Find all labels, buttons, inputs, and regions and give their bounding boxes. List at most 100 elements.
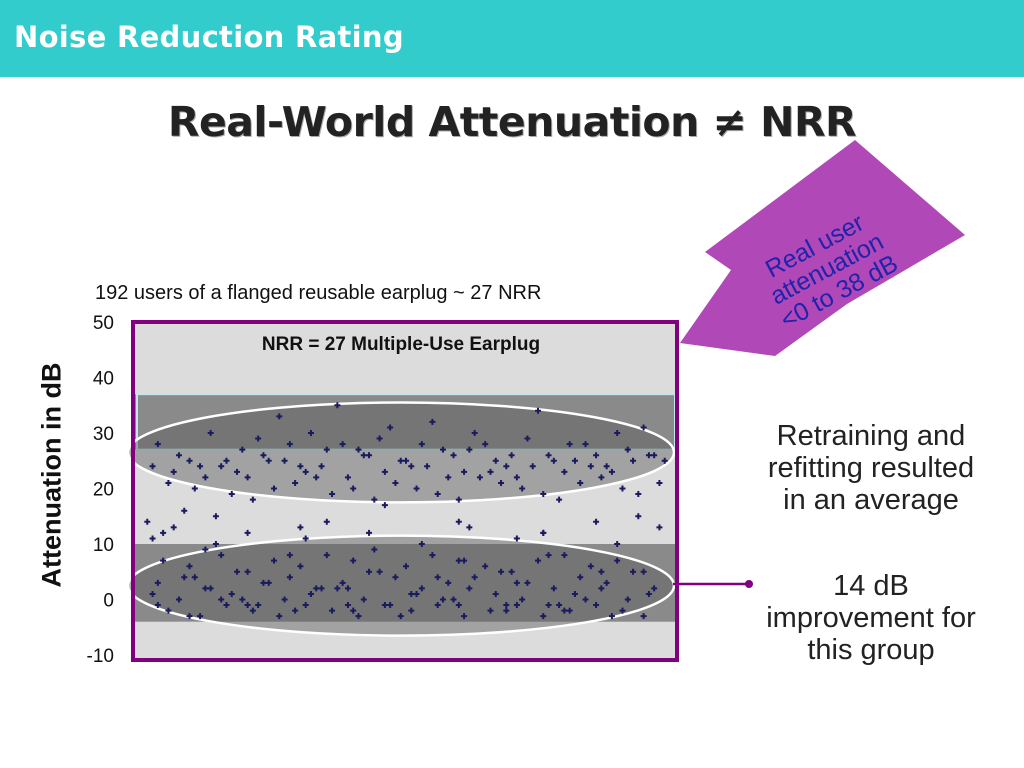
data-point	[508, 568, 515, 575]
data-point	[160, 557, 167, 564]
data-point	[339, 441, 346, 448]
y-tick-label: 0	[103, 591, 114, 612]
data-point	[228, 590, 235, 597]
data-point	[439, 446, 446, 453]
data-point	[376, 435, 383, 442]
data-point	[561, 468, 568, 475]
data-point	[297, 563, 304, 570]
data-point	[408, 463, 415, 470]
data-point	[181, 574, 188, 581]
data-point	[403, 563, 409, 570]
chart-subtitle: 192 users of a flanged reusable earplug …	[95, 282, 542, 304]
data-point	[154, 441, 161, 448]
data-point	[513, 535, 520, 542]
data-point	[418, 541, 425, 547]
data-point	[614, 430, 621, 436]
data-point	[498, 479, 505, 486]
data-point	[149, 590, 156, 597]
data-point	[223, 602, 230, 609]
data-point	[323, 518, 330, 525]
data-point	[334, 585, 341, 592]
data-point	[334, 402, 341, 409]
data-point	[218, 596, 225, 603]
data-point	[498, 568, 505, 575]
data-point	[260, 452, 267, 459]
data-point	[540, 529, 547, 536]
data-point	[503, 463, 510, 470]
data-point	[466, 585, 473, 592]
data-point	[656, 524, 663, 531]
data-point	[413, 590, 420, 597]
data-point	[186, 563, 193, 570]
data-point	[202, 585, 209, 592]
data-point	[635, 491, 642, 498]
data-point	[466, 524, 473, 531]
chart-title: NRR = 27 Multiple-Use Earplug	[262, 334, 540, 355]
data-point	[593, 602, 600, 609]
data-point	[244, 474, 251, 481]
data-point	[350, 607, 357, 614]
data-point	[202, 474, 209, 481]
data-point	[234, 468, 241, 475]
data-point	[603, 463, 610, 470]
data-point	[640, 424, 647, 431]
data-point	[212, 541, 219, 547]
data-point	[271, 485, 277, 492]
data-point	[265, 579, 272, 586]
data-point	[154, 579, 161, 586]
data-point	[645, 452, 652, 459]
data-point	[228, 491, 235, 498]
data-point	[212, 513, 219, 520]
data-point	[587, 563, 594, 570]
data-point	[550, 457, 557, 464]
data-point	[535, 407, 541, 414]
data-point	[191, 485, 198, 492]
data-point	[360, 452, 367, 459]
data-point	[513, 474, 520, 481]
data-point	[244, 602, 251, 609]
data-point	[455, 518, 462, 525]
data-point	[392, 479, 399, 486]
data-point	[461, 613, 468, 620]
data-point	[255, 435, 262, 442]
data-point	[366, 529, 373, 536]
data-point	[276, 613, 283, 620]
highlight-ellipse-2	[126, 401, 676, 504]
data-point	[587, 463, 594, 470]
data-point	[149, 463, 156, 470]
data-point	[302, 602, 309, 609]
data-point	[598, 568, 605, 575]
data-point	[207, 430, 214, 436]
data-point	[455, 496, 462, 503]
side-note-improvement: 14 dB improvement for this group	[766, 570, 976, 666]
data-point	[297, 463, 304, 470]
data-point	[455, 602, 462, 609]
data-point	[608, 468, 615, 475]
data-point	[286, 441, 293, 448]
data-point	[366, 568, 373, 575]
data-point	[329, 491, 336, 498]
data-point	[540, 491, 547, 498]
data-point	[545, 602, 552, 609]
data-point	[355, 446, 362, 453]
data-point	[170, 468, 177, 475]
data-point	[244, 529, 251, 536]
data-point	[598, 474, 605, 481]
data-point	[519, 596, 526, 603]
data-point	[318, 585, 325, 592]
data-point	[392, 574, 399, 581]
data-point	[550, 585, 557, 592]
data-point	[387, 602, 394, 609]
data-point	[307, 430, 314, 436]
data-point	[487, 468, 494, 475]
section-title: Noise Reduction Rating	[14, 20, 404, 54]
data-point	[540, 613, 547, 620]
data-point	[154, 602, 161, 609]
data-point	[418, 441, 425, 448]
y-tick-label: 30	[93, 424, 114, 445]
data-point	[651, 585, 658, 592]
side-note-retraining: Retraining and refitting resulted in an …	[767, 420, 975, 516]
data-point	[207, 585, 214, 592]
data-point	[381, 468, 388, 475]
data-point	[561, 607, 568, 614]
